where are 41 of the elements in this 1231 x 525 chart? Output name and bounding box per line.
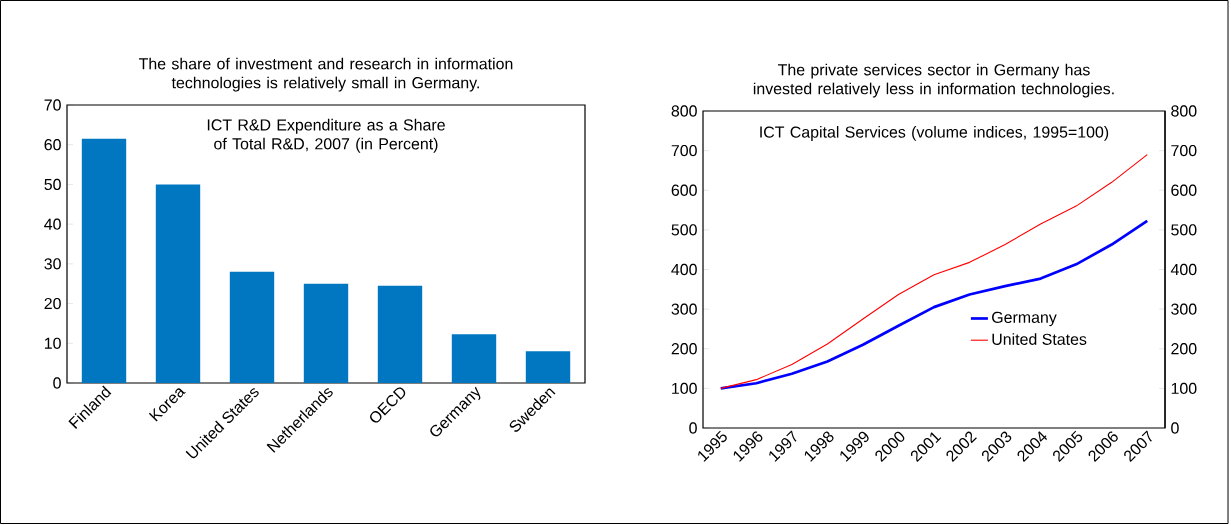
- y2-tick-label: 600: [1171, 184, 1197, 196]
- y-tick-label: 70: [44, 99, 61, 111]
- y-tick-label: 700: [671, 144, 697, 157]
- bar: [525, 351, 571, 383]
- bar: [155, 184, 201, 383]
- bar: [303, 283, 349, 383]
- bar: [81, 138, 127, 383]
- y-tick-label: 400: [671, 263, 697, 276]
- y-tick-label: 200: [671, 343, 697, 355]
- legend-label: United States: [992, 333, 1087, 345]
- chart-title: The share of investment and research in information technologies is relatively small in Germany.: [138, 57, 513, 92]
- y2-tick-label: 500: [1171, 224, 1197, 236]
- y2-tick-label: 700: [1171, 144, 1197, 157]
- y-tick-label: 500: [671, 224, 697, 236]
- y-tick-label: 20: [44, 297, 61, 310]
- y-tick-label: 30: [44, 258, 61, 270]
- bar: [451, 334, 497, 383]
- line-series: [719, 219, 1149, 390]
- y-tick-label: 0: [53, 377, 61, 389]
- y2-tick-label: 0: [1171, 422, 1179, 434]
- y-tick-label: 600: [671, 184, 697, 196]
- y-tick-label: 100: [672, 382, 697, 395]
- chart-title: The private services sector in Germany has invested relatively less in information technologies.: [753, 63, 1114, 98]
- y2-tick-label: 100: [1171, 382, 1197, 395]
- y2-tick-label: 800: [1171, 105, 1197, 117]
- y-tick-label: 60: [44, 139, 61, 151]
- y-tick-label: 40: [44, 218, 61, 230]
- y2-tick-label: 200: [1171, 343, 1197, 355]
- y-tick-label: 50: [44, 178, 61, 191]
- bar: [377, 285, 423, 383]
- text: ICT Capital Services (volume indices, 1995=100): [760, 126, 1109, 141]
- bar: [229, 271, 275, 383]
- text: ICT R&D Expenditure as a Share of Total R&D, 2007 (in Percent): [207, 118, 445, 153]
- y-tick-label: 10: [44, 337, 61, 349]
- legend-label: Germany: [992, 311, 1057, 327]
- line-series: [720, 154, 1148, 389]
- y2-tick-label: 300: [1171, 303, 1197, 315]
- y-tick-label: 0: [689, 422, 697, 434]
- y-tick-label: 300: [671, 303, 697, 315]
- y2-tick-label: 400: [1170, 263, 1197, 276]
- y-tick-label: 800: [671, 105, 697, 117]
